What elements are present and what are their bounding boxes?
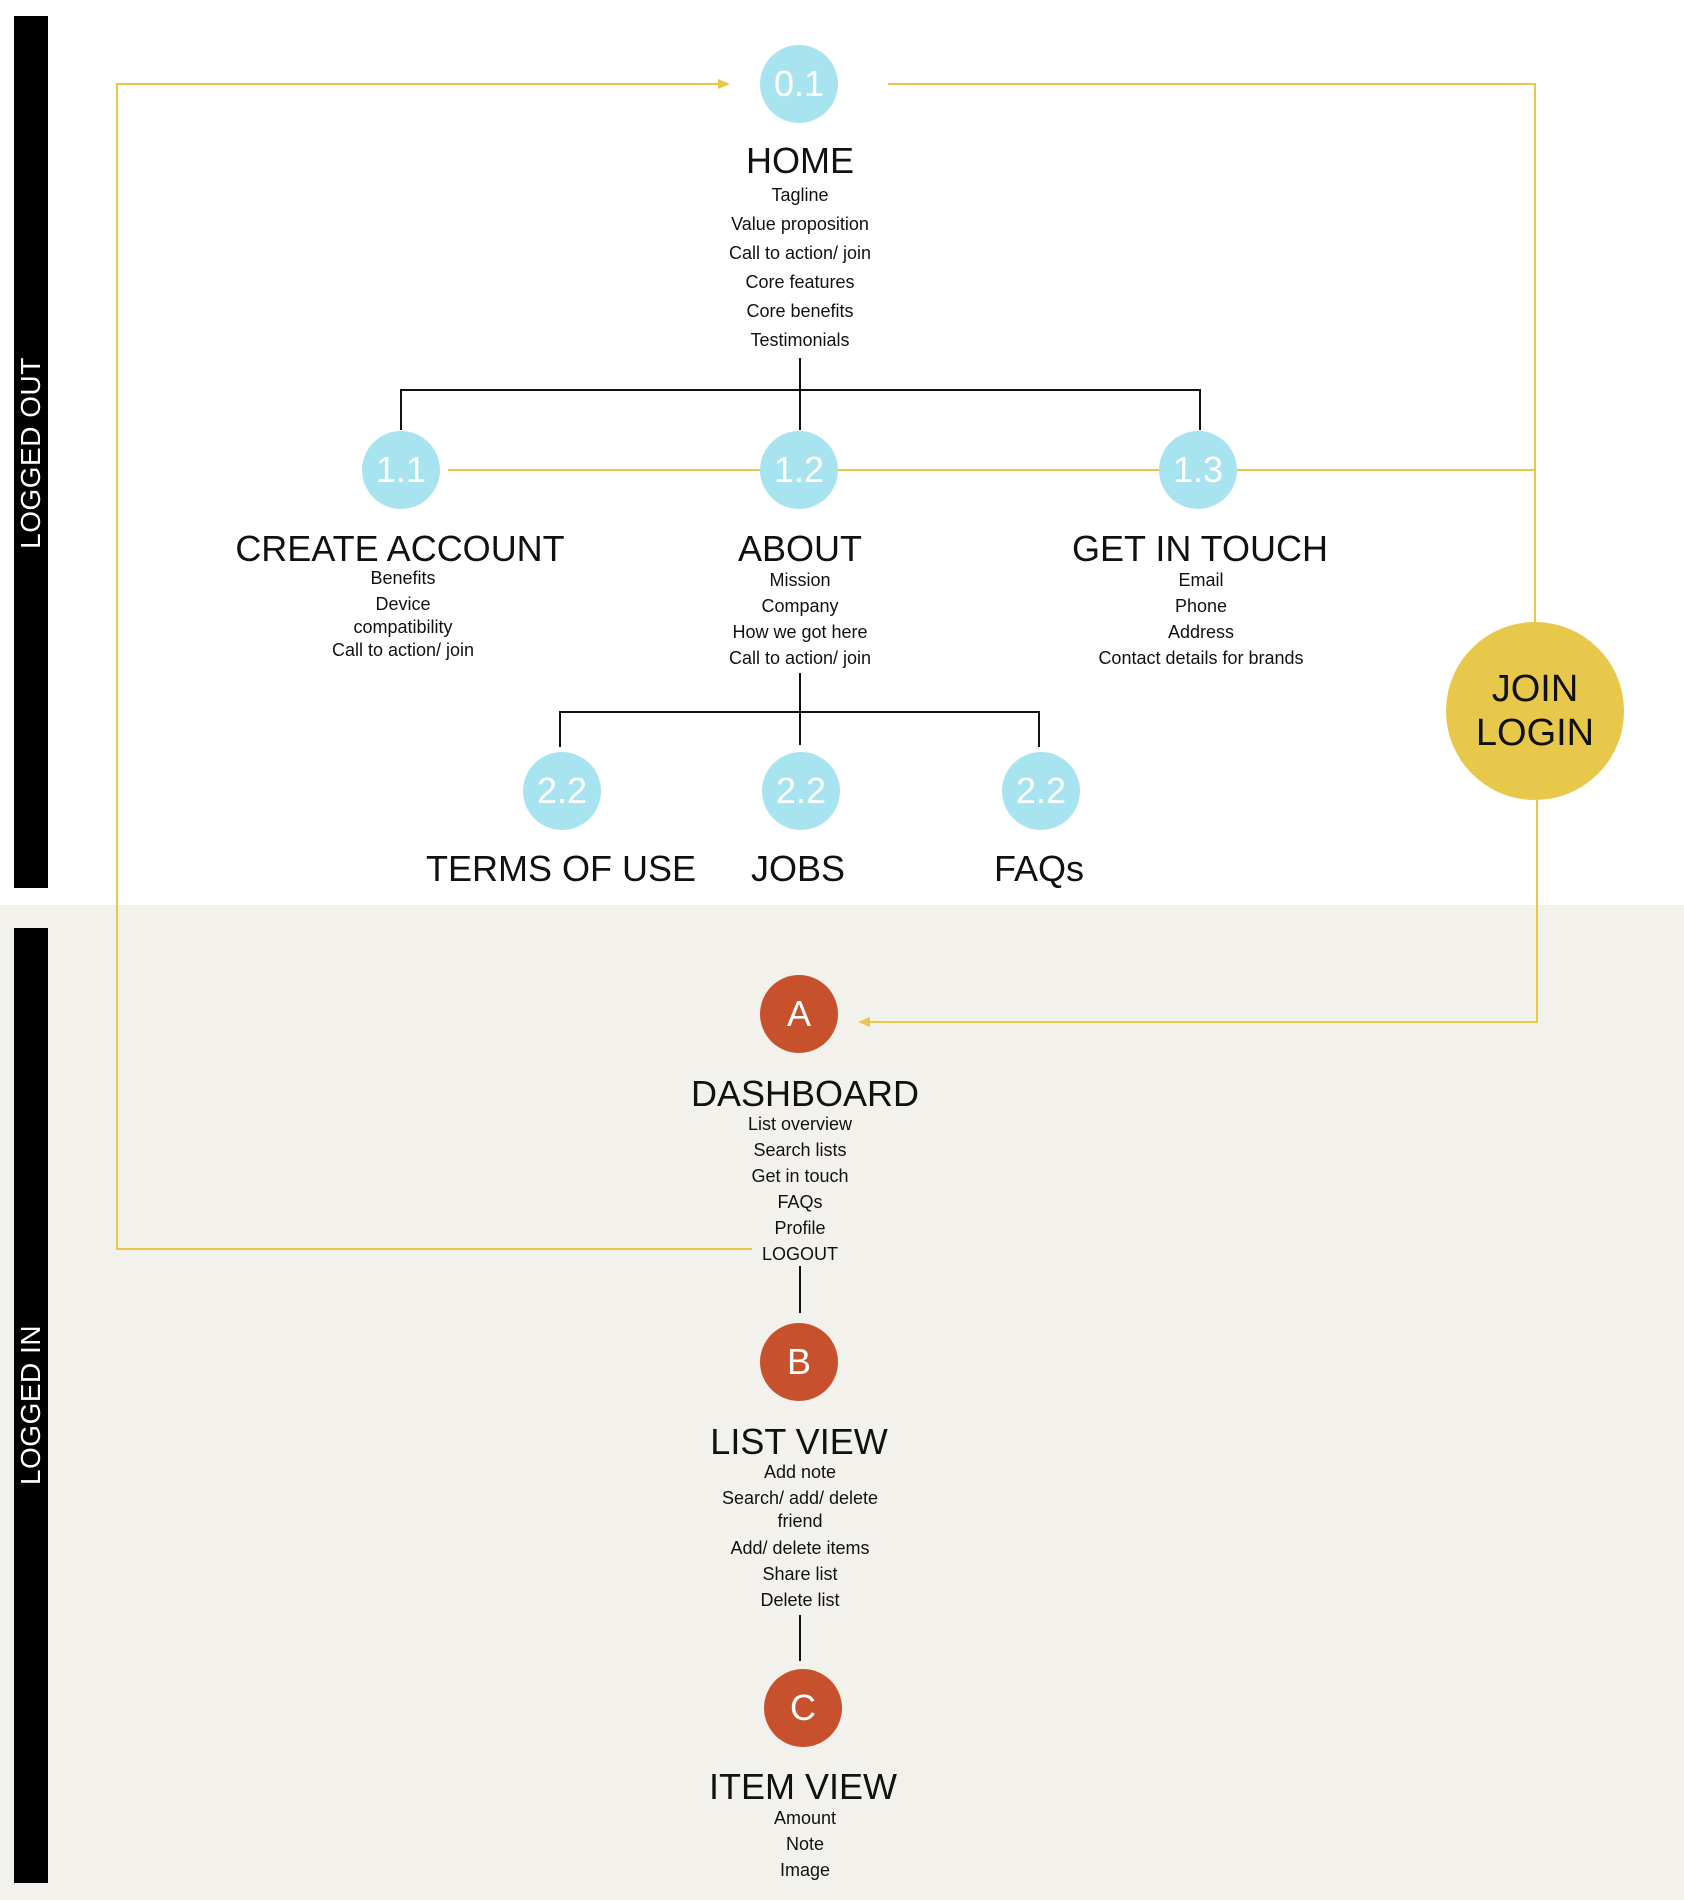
- faqs-node-badge: 2.2: [1002, 752, 1080, 830]
- list-item: List overview: [747, 1114, 853, 1134]
- home-node-badge: 0.1: [760, 45, 838, 123]
- list-item: Share list: [762, 1564, 838, 1584]
- list-view-title: LIST VIEW: [710, 1421, 888, 1462]
- list-item: Testimonials: [750, 330, 850, 350]
- list-item: Delete list: [760, 1590, 840, 1610]
- login-label: LOGIN: [1475, 712, 1595, 754]
- list-item: Amount: [773, 1808, 837, 1828]
- join-to-dashboard-flow-line: [866, 800, 1538, 1023]
- list-item: Call to action/ join: [728, 648, 872, 668]
- list-item: friend: [777, 1511, 823, 1531]
- list-item: Phone: [1174, 596, 1228, 616]
- list-item: Search lists: [753, 1140, 847, 1160]
- list-item: Email: [1178, 570, 1224, 590]
- logged-in-zone-background: [0, 905, 1684, 1900]
- dashboard-item-list: List overview Search lists Get in touch …: [748, 1111, 852, 1267]
- list-item: Core features: [745, 272, 855, 292]
- list-item: Tagline: [771, 185, 829, 205]
- list-item: Company: [761, 596, 839, 616]
- item-view-title: ITEM VIEW: [709, 1766, 897, 1807]
- logged-in-sidebar: [14, 928, 48, 1883]
- list-item: FAQs: [777, 1192, 823, 1212]
- list-item: Note: [785, 1834, 825, 1854]
- home-tree-branch: [400, 389, 1201, 430]
- get-in-touch-item-list: Email Phone Address Contact details for …: [1098, 567, 1303, 671]
- about-tree-branch: [559, 711, 1040, 747]
- dashboard-node-badge: A: [760, 975, 838, 1053]
- faqs-title: FAQs: [993, 848, 1085, 889]
- about-node-badge: 1.2: [760, 431, 838, 509]
- item-view-node-badge: C: [764, 1669, 842, 1747]
- list-view-item-list: Add note Search/ add/ delete friend Add/…: [722, 1459, 878, 1613]
- create-account-node-badge: 1.1: [362, 431, 440, 509]
- jobs-node-badge: 2.2: [762, 752, 840, 830]
- list-item: Search/ add/ delete: [721, 1488, 879, 1508]
- about-title: ABOUT: [737, 528, 863, 569]
- arrowhead-home: [718, 79, 730, 89]
- create-account-title: CREATE ACCOUNT: [235, 528, 565, 569]
- list-item: Value proposition: [731, 214, 869, 234]
- arrowhead-dashboard: [858, 1017, 870, 1027]
- home-title: HOME: [746, 140, 854, 181]
- list-item: Core benefits: [746, 301, 854, 321]
- logged-in-label: LOGGED IN: [15, 1324, 46, 1486]
- get-in-touch-title: GET IN TOUCH: [1071, 528, 1329, 569]
- terms-node-badge: 2.2: [523, 752, 601, 830]
- item-view-item-list: Amount Note Image: [774, 1805, 836, 1883]
- join-login-node: JOIN LOGIN: [1446, 622, 1624, 800]
- jobs-title: JOBS: [750, 848, 846, 889]
- join-label: JOIN: [1491, 668, 1579, 710]
- get-in-touch-node-badge: 1.3: [1159, 431, 1237, 509]
- home-item-list: Tagline Value proposition Call to action…: [729, 181, 871, 355]
- list-item: Call to action/ join: [728, 243, 872, 263]
- dashboard-title: DASHBOARD: [690, 1073, 920, 1114]
- list-item: Address: [1167, 622, 1235, 642]
- logged-out-sidebar: [14, 16, 48, 888]
- list-item: Device: [375, 594, 431, 614]
- terms-title: TERMS OF USE: [425, 848, 697, 889]
- list-item: Add note: [763, 1462, 837, 1482]
- list-view-node-badge: B: [760, 1323, 838, 1401]
- list-item: Contact details for brands: [1098, 648, 1304, 668]
- list-item: Profile: [774, 1218, 826, 1238]
- list-item: Mission: [769, 570, 831, 590]
- home-to-join-flow-line: [888, 83, 1536, 622]
- logout-to-home-flow-line: [116, 83, 752, 1250]
- list-item: Get in touch: [751, 1166, 849, 1186]
- create-account-item-list: Benefits Device compatibility Call to ac…: [332, 567, 474, 662]
- list-item: compatibility: [353, 617, 453, 637]
- about-item-list: Mission Company How we got here Call to …: [729, 567, 871, 671]
- list-item: Image: [779, 1860, 831, 1880]
- logged-out-label: LOGGED OUT: [15, 357, 46, 549]
- list-item: How we got here: [732, 622, 868, 642]
- list-item: LOGOUT: [761, 1244, 839, 1264]
- list-item: Add/ delete items: [730, 1538, 870, 1558]
- list-item: Call to action/ join: [331, 640, 475, 660]
- list-item: Benefits: [370, 568, 436, 588]
